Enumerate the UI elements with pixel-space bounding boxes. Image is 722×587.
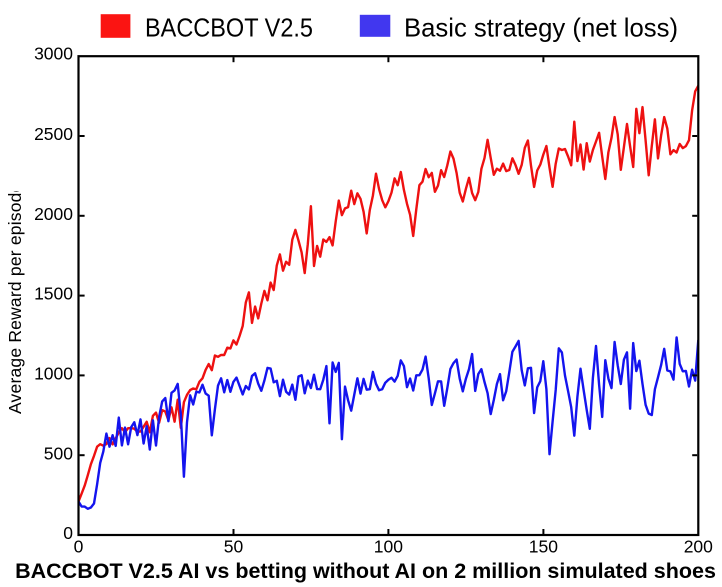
- svg-text:1500: 1500: [34, 284, 73, 304]
- svg-text:Average Reward per episode: Average Reward per episode: [5, 182, 25, 414]
- svg-text:0: 0: [74, 536, 84, 556]
- svg-text:3000: 3000: [34, 44, 73, 64]
- svg-text:0: 0: [63, 523, 73, 543]
- svg-text:BACCBOT V2.5 AI vs betting wit: BACCBOT V2.5 AI vs betting without AI on…: [15, 559, 716, 583]
- svg-text:BACCBOT V2.5: BACCBOT V2.5: [145, 13, 313, 43]
- svg-text:Basic strategy (net loss): Basic strategy (net loss): [404, 13, 678, 43]
- svg-text:1000: 1000: [34, 364, 73, 384]
- svg-text:2500: 2500: [34, 124, 73, 144]
- svg-text:150: 150: [529, 536, 558, 556]
- svg-text:2000: 2000: [34, 204, 73, 224]
- svg-text:200: 200: [684, 536, 713, 556]
- svg-text:100: 100: [374, 536, 403, 556]
- svg-text:50: 50: [224, 536, 244, 556]
- svg-text:500: 500: [44, 443, 73, 463]
